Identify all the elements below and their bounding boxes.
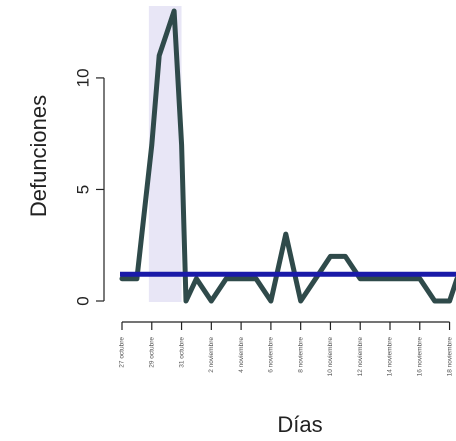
y-axis-title: Defunciones bbox=[26, 95, 51, 217]
x-tick-label: 29 octubre bbox=[148, 337, 155, 368]
axes: 0 5 10 27 octubre 29 octubre 31 octubre 2 novi… bbox=[73, 68, 453, 376]
x-tick-label: 27 octubre bbox=[119, 337, 126, 368]
x-tick-label: 18 noviembre bbox=[446, 337, 453, 377]
x-tick-label: 12 noviembre bbox=[357, 337, 364, 377]
x-tick-label: 2 noviembre bbox=[208, 337, 215, 373]
series-layer bbox=[119, 8, 456, 304]
x-axis-title: Días bbox=[277, 412, 322, 437]
series-line-0 bbox=[119, 8, 456, 304]
x-tick-label: 10 noviembre bbox=[327, 337, 334, 377]
x-tick-label: 16 noviembre bbox=[416, 337, 423, 377]
y-tick-label: 10 bbox=[73, 68, 92, 87]
x-tick-label: 4 noviembre bbox=[238, 337, 245, 373]
y-tick-label: 0 bbox=[73, 296, 92, 305]
x-tick-label: 14 noviembre bbox=[387, 337, 394, 377]
y-tick-label: 5 bbox=[73, 185, 92, 194]
x-tick-label: 6 noviembre bbox=[268, 337, 275, 373]
x-tick-label: 31 octubre bbox=[178, 337, 185, 368]
x-tick-label: 8 noviembre bbox=[297, 337, 304, 373]
